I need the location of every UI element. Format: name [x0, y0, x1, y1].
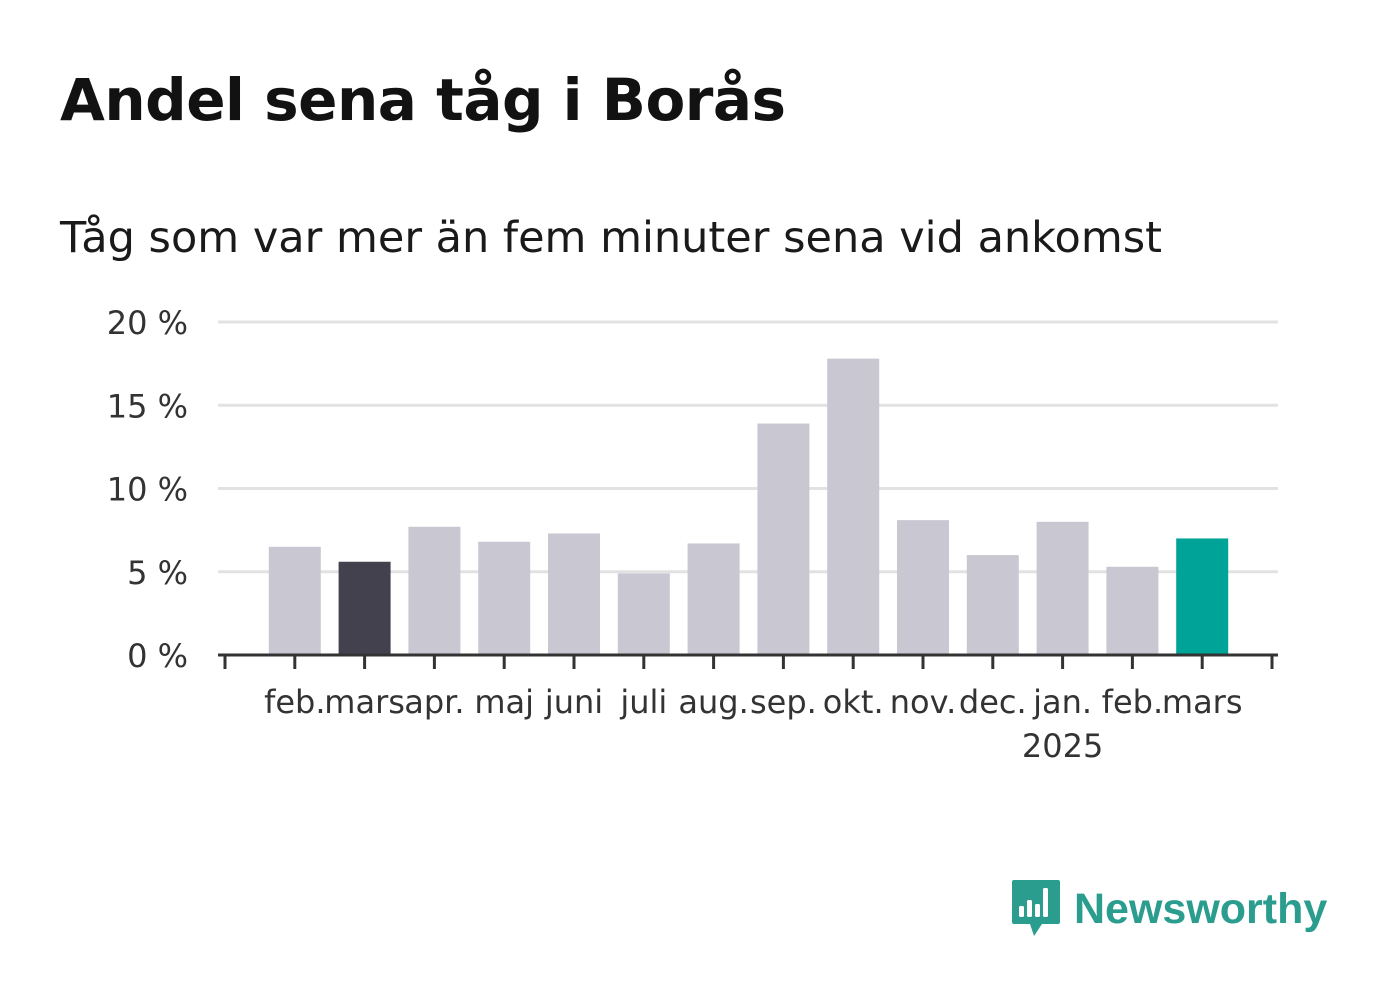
- bar-aug-6: [687, 543, 740, 655]
- x-tick-label: jan.: [1032, 683, 1092, 721]
- grid-lines: [218, 320, 1278, 574]
- y-tick-label: 0 %: [127, 637, 188, 675]
- bar-feb-0: [268, 546, 321, 655]
- x-tick-label: mars: [1162, 683, 1243, 721]
- y-tick-label: 15 %: [107, 387, 188, 425]
- y-tick-label: 20 %: [107, 304, 188, 342]
- x-tick-label: apr.: [404, 683, 464, 721]
- bar-mars-13: [1176, 538, 1229, 655]
- x-tick-label: nov.: [890, 683, 956, 721]
- bar-mars-1: [338, 561, 391, 655]
- x-tick-label: maj: [474, 683, 534, 721]
- bar-maj-3: [478, 541, 531, 655]
- x-tick-label: aug.: [678, 683, 748, 721]
- x-tick-label: feb.: [1102, 683, 1163, 721]
- bar-okt-8: [827, 358, 880, 655]
- bar-feb-12: [1106, 566, 1159, 655]
- chart-subtitle: Tåg som var mer än fem minuter sena vid …: [60, 213, 1163, 263]
- newsworthy-logo-icon: [1012, 880, 1060, 936]
- bars: [268, 358, 1229, 655]
- x-year-label: 2025: [1022, 727, 1103, 765]
- bar-juli-5: [617, 573, 670, 655]
- chart-title: Andel sena tåg i Borås: [60, 66, 786, 134]
- x-axis: [218, 653, 1278, 669]
- bar-apr-2: [408, 526, 461, 655]
- axis-labels: 0 %5 %10 %15 %20 %feb.mars apr. maj juni jul…: [107, 304, 1243, 765]
- x-tick-label: juni: [544, 683, 603, 721]
- bar-jan-11: [1036, 521, 1089, 655]
- bar-nov-9: [897, 520, 949, 655]
- bar-juni-4: [548, 533, 600, 655]
- bar-sep-7: [757, 423, 810, 655]
- bar-dec-10: [966, 555, 1019, 655]
- y-tick-label: 5 %: [127, 554, 188, 592]
- x-tick-label: feb.: [264, 683, 325, 721]
- y-tick-label: 10 %: [107, 471, 188, 509]
- x-tick-label: sep.: [750, 683, 817, 721]
- newsworthy-logo: Newsworthy: [1010, 878, 1327, 940]
- logo-text: Newsworthy: [1074, 884, 1328, 933]
- x-tick-label: juli: [619, 683, 667, 721]
- x-tick-label: mars: [324, 683, 405, 721]
- x-tick-label: dec.: [959, 683, 1027, 721]
- x-tick-label: okt.: [823, 683, 884, 721]
